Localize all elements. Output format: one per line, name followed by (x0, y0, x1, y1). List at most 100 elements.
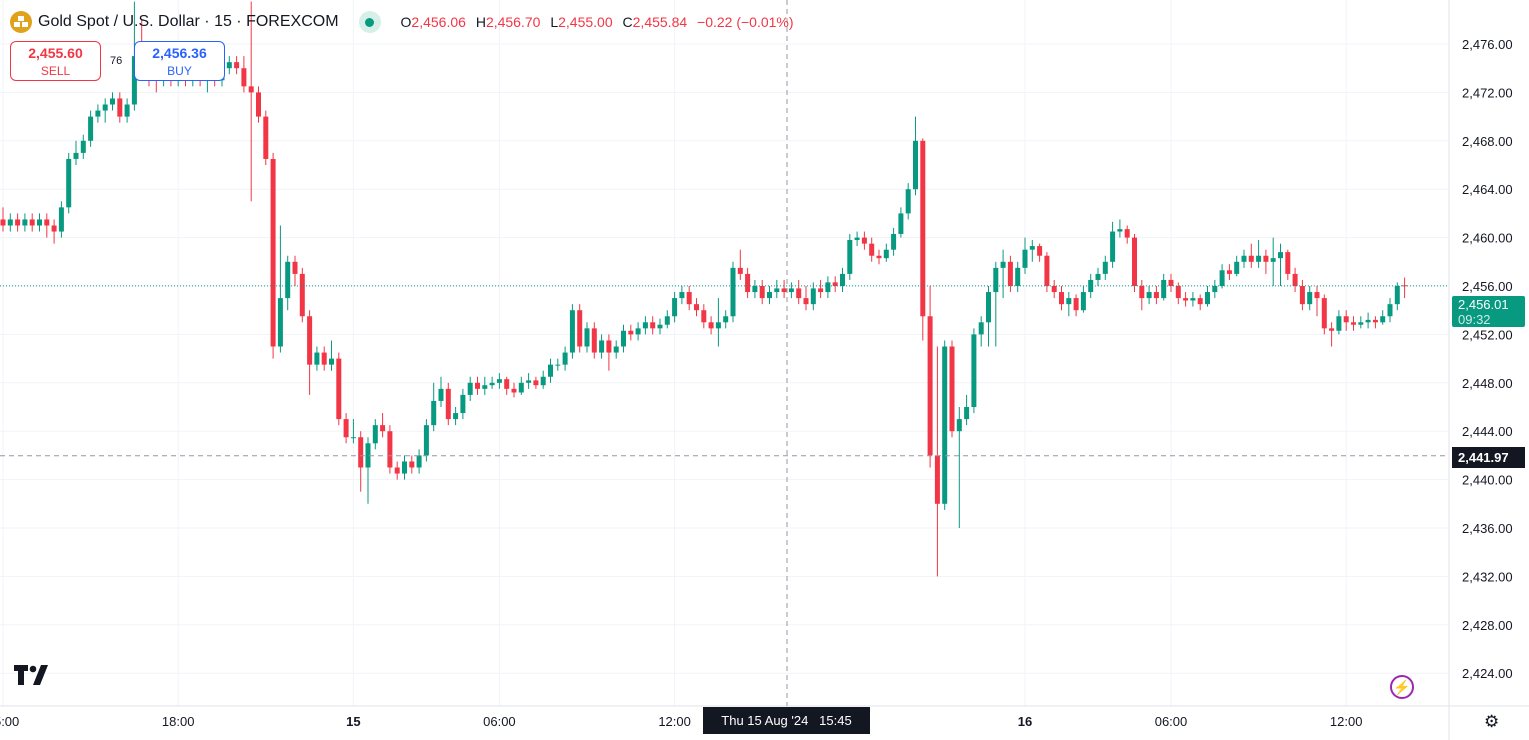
candle-body (847, 240, 853, 274)
candle-body (1219, 270, 1225, 286)
candle-body (241, 68, 247, 87)
candle-body (234, 62, 240, 69)
candle-body (555, 364, 561, 366)
candle-body (810, 288, 816, 305)
time-tick-label: 16 (1018, 714, 1032, 729)
candle-body (1285, 252, 1291, 274)
gear-icon[interactable]: ⚙ (1484, 712, 1500, 731)
price-tick-label: 2,464.00 (1462, 182, 1513, 197)
candle-body (898, 213, 904, 234)
candle-body (1329, 328, 1335, 331)
candle-body (628, 330, 634, 335)
price-tick-label: 2,460.00 (1462, 231, 1513, 246)
tradingview-logo-icon[interactable] (14, 665, 54, 692)
candle-body (0, 219, 6, 226)
candle-body (686, 292, 692, 305)
candle-body (591, 328, 597, 353)
candle-body (526, 380, 532, 383)
candle-body (1387, 304, 1393, 317)
buy-label: BUY (167, 64, 192, 78)
buy-button[interactable]: 2,456.36 BUY (134, 41, 225, 81)
candle-body (1372, 319, 1378, 323)
candle-body (818, 288, 824, 293)
candle-body (95, 110, 101, 117)
candle-body (1256, 255, 1262, 262)
sell-price: 2,455.60 (28, 45, 83, 61)
low-label: L (550, 14, 559, 30)
candle-body (329, 358, 334, 365)
candle-body (423, 425, 429, 456)
candle-body (964, 407, 970, 420)
candle-body (387, 431, 393, 468)
candle-body (869, 243, 875, 256)
candle-body (1059, 292, 1064, 305)
candle-body (292, 261, 298, 274)
candle-body (781, 288, 787, 293)
close-value: 2,455.84 (632, 14, 688, 30)
candle-body (920, 140, 926, 317)
price-tick-label: 2,428.00 (1462, 618, 1513, 633)
candle-body (1073, 298, 1079, 311)
candle-body (1190, 298, 1196, 301)
candle-body (1088, 279, 1094, 293)
candle-body (489, 382, 495, 386)
candle-body (1095, 273, 1101, 280)
price-tick-label: 2,424.00 (1462, 666, 1513, 681)
open-value: 2,456.06 (411, 14, 466, 30)
sell-button[interactable]: 2,455.60 SELL (10, 41, 101, 81)
candle-body (22, 219, 28, 226)
market-status-icon[interactable] (358, 11, 381, 33)
candle-body (1307, 292, 1313, 305)
candle-body (270, 158, 276, 347)
candle-body (124, 104, 130, 117)
candle-body (248, 86, 254, 93)
candle-body (350, 437, 356, 439)
last-price-label: 2,456.01 09:32 (1452, 296, 1525, 327)
candle-body (263, 116, 269, 159)
candle-body (29, 219, 35, 226)
candle-body (577, 310, 583, 347)
candle-body (840, 273, 845, 286)
candle-body (1263, 255, 1269, 262)
candle-body (438, 388, 444, 401)
candle-body (993, 267, 999, 293)
candle-body (365, 443, 371, 468)
candle-body (708, 322, 714, 329)
candle-body (80, 140, 86, 153)
candle-body (1000, 261, 1006, 268)
price-tick-label: 2,440.00 (1462, 473, 1513, 488)
candle-body (1029, 246, 1035, 250)
candle-body (606, 340, 612, 353)
candle-body (1234, 261, 1240, 274)
last-price: 2,456.01 (1458, 297, 1509, 312)
candle-body (1270, 258, 1276, 262)
lightning-icon[interactable]: ⚡ (1390, 675, 1414, 699)
candle-body (664, 316, 670, 325)
symbol-header: Gold Spot / U.S. Dollar · 15 · FOREXCOM … (10, 9, 794, 35)
price-tick-label: 2,456.00 (1462, 279, 1513, 294)
candle-body (891, 233, 897, 250)
candle-body (1066, 298, 1072, 305)
candle-body (1044, 255, 1050, 286)
candle-body (1015, 267, 1021, 286)
candle-body (343, 419, 349, 438)
candle-body (102, 104, 108, 111)
price-tick-label: 2,448.00 (1462, 376, 1513, 391)
candle-body (117, 98, 123, 117)
candle-body (1117, 229, 1123, 232)
candle-body (715, 322, 721, 329)
candle-body (1299, 286, 1305, 305)
time-tick-label: 15 (346, 714, 360, 729)
candle-body (1278, 252, 1283, 259)
candle-body (1336, 316, 1342, 331)
candle-body (321, 352, 327, 365)
candle-body (431, 400, 437, 426)
candle-body (584, 328, 590, 347)
candle-body (380, 425, 386, 432)
candle-body (131, 56, 137, 105)
candle-body (496, 379, 502, 383)
close-label: C (622, 14, 633, 30)
candle-body (1124, 229, 1130, 238)
symbol-title[interactable]: Gold Spot / U.S. Dollar · 15 · FOREXCOM (38, 13, 339, 30)
